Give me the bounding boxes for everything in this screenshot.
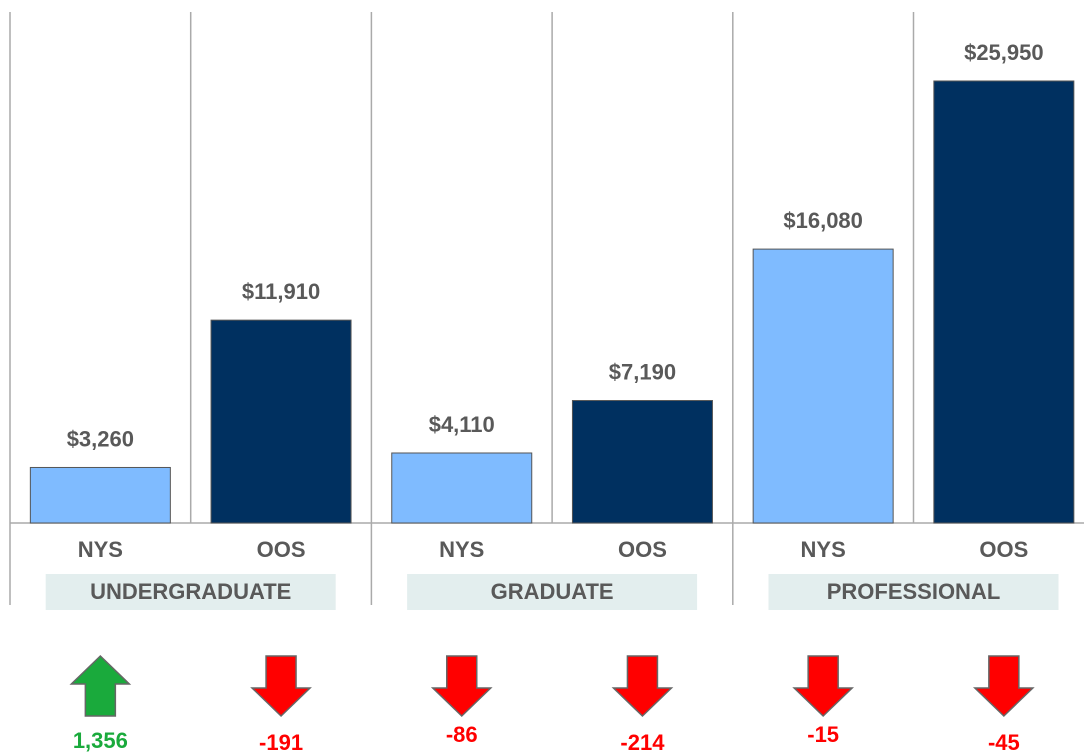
- category-label: NYS: [78, 537, 123, 562]
- value-label: $16,080: [783, 208, 863, 233]
- change-label: -191: [259, 730, 303, 755]
- category-label: NYS: [439, 537, 484, 562]
- bar: [29, 466, 171, 524]
- category-label: OOS: [618, 537, 667, 562]
- change-label: -86: [446, 722, 478, 747]
- value-label: $7,190: [609, 359, 676, 384]
- category-label: OOS: [257, 537, 306, 562]
- bar: [391, 452, 533, 524]
- bar: [210, 319, 352, 524]
- group-label: PROFESSIONAL: [827, 579, 1001, 604]
- bar: [752, 248, 894, 524]
- change-label: -214: [620, 730, 665, 755]
- down-arrow: [250, 655, 312, 718]
- down-arrow: [792, 655, 855, 718]
- value-label: $25,950: [964, 40, 1044, 65]
- group-label: UNDERGRADUATE: [90, 579, 291, 604]
- value-label: $4,110: [429, 412, 495, 437]
- up-arrow: [69, 654, 132, 717]
- bar: [933, 80, 1075, 524]
- down-arrow: [430, 655, 493, 718]
- down-arrow: [972, 655, 1035, 718]
- value-label: $11,910: [242, 279, 320, 304]
- change-label: -45: [988, 730, 1020, 755]
- down-arrow: [611, 655, 674, 718]
- category-label: OOS: [979, 537, 1028, 562]
- group-label-box: [768, 574, 1059, 610]
- bar: [571, 400, 713, 524]
- value-label: $3,260: [67, 426, 134, 451]
- category-label: NYS: [801, 537, 846, 562]
- change-label: -15: [807, 722, 839, 747]
- group-label-box: [407, 574, 698, 610]
- group-label-box: [45, 574, 336, 610]
- change-label: 1,356: [73, 728, 128, 753]
- group-label: GRADUATE: [491, 579, 614, 604]
